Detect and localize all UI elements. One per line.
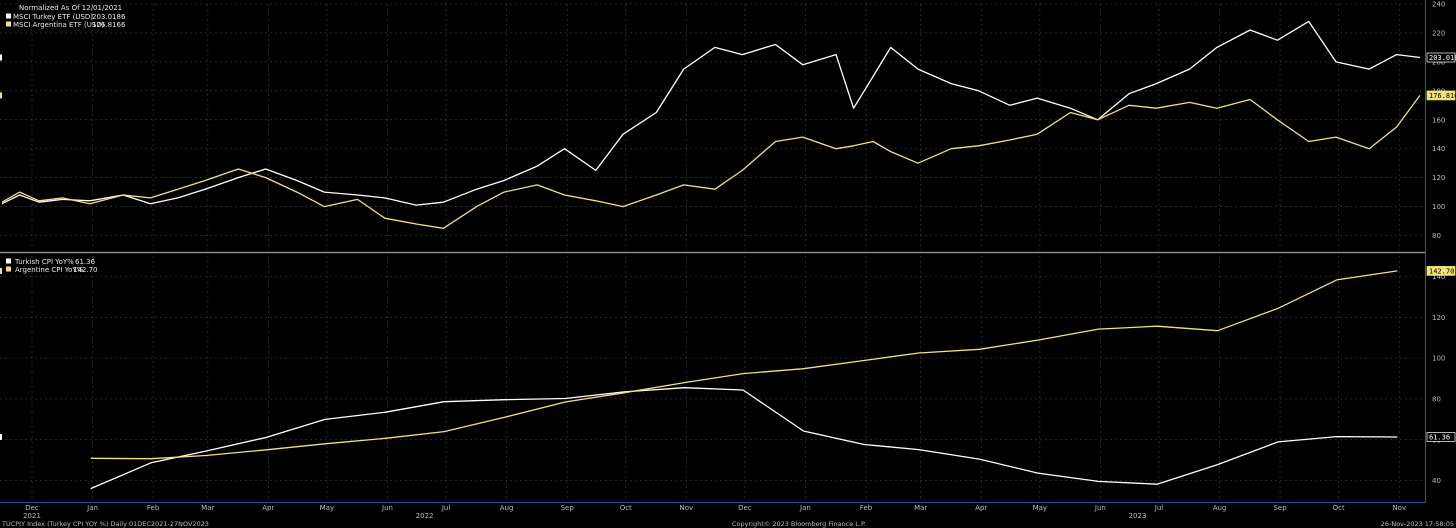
x-tick-label: May	[320, 504, 334, 512]
x-tick-label: Dec	[25, 504, 39, 512]
y-tick-label: 100	[1432, 203, 1445, 211]
y-tick-label: 40	[1432, 477, 1441, 485]
legend-swatch-argentina	[6, 21, 11, 27]
top-chart-title: Normalized As Of 12/01/2021	[19, 4, 122, 12]
x-tick-label: Oct	[620, 504, 632, 512]
y-tick-label: 80	[1432, 395, 1441, 403]
top-legend[interactable]: Normalized As Of 12/01/2021 MSCI Turkey …	[6, 4, 126, 29]
footer-security-info: TUCPIY Index (Turkey CPI YOY %) Daily 01…	[1, 520, 209, 528]
x-year-label: 2023	[1129, 512, 1147, 520]
x-tick-label: Oct	[1333, 504, 1345, 512]
x-tick-label: Jul	[1154, 504, 1164, 512]
bottom-legend[interactable]: Turkish CPI YoY% 61.36 Argentine CPI YoY…	[6, 258, 98, 274]
x-tick-label: Jan	[799, 504, 811, 512]
last-value-tag-turkish-cpi: 61.36	[1429, 433, 1450, 441]
legend-swatch-argentine-cpi	[6, 266, 11, 272]
footer-copyright: Copyright© 2023 Bloomberg Finance L.P.	[732, 520, 866, 528]
legend-label-turkey: MSCI Turkey ETF (USD)	[13, 13, 93, 21]
x-tick-label: Jan	[86, 504, 98, 512]
legend-label-turkish-cpi: Turkish CPI YoY%	[14, 258, 74, 266]
last-value-tag-argentine-cpi: 142.70	[1429, 267, 1454, 275]
x-tick-label: Nov	[1392, 504, 1406, 512]
legend-swatch-turkey	[6, 13, 11, 19]
y-tick-label: 220	[1432, 29, 1445, 37]
series-line-0[interactable]	[1, 20, 1421, 206]
x-tick-label: Jun	[1094, 504, 1106, 512]
last-value-tag-turkish-cpi-left-marker	[0, 433, 2, 440]
x-tick-label: Apr	[262, 504, 274, 512]
x-tick-label: May	[1033, 504, 1047, 512]
x-tick-label: Aug	[500, 504, 514, 512]
y-tick-label: 100	[1432, 355, 1445, 363]
x-tick-label: Sep	[1273, 504, 1287, 512]
top-y-axis: 80100120140160180200220240	[1432, 1, 1445, 241]
y-tick-label: 160	[1432, 116, 1445, 124]
last-value-tag-turkey-etf-box	[1426, 52, 1456, 63]
legend-label-argentina: MSCI Argentina ETF (USD)	[13, 21, 105, 29]
y-tick-label: 120	[1432, 314, 1445, 322]
y-tick-label: 200	[1432, 58, 1445, 66]
legend-swatch-turkish-cpi	[6, 258, 11, 264]
y-tick-label: 80	[1432, 232, 1441, 240]
y-tick-label: 120	[1432, 174, 1445, 182]
x-tick-label: Nov	[679, 504, 693, 512]
last-value-tag-turkish-cpi-box	[1426, 432, 1456, 442]
y-tick-label: 140	[1432, 145, 1445, 153]
x-tick-label: Mar	[201, 504, 214, 512]
last-value-tag-argentina-etf-box	[1426, 90, 1456, 101]
legend-label-argentine-cpi: Argentine CPI YoY%	[15, 266, 84, 274]
x-tick-label: Jul	[441, 504, 451, 512]
last-value-tag-argentine-cpi-box	[1426, 266, 1456, 276]
series-line-1[interactable]	[90, 270, 1398, 460]
last-value-tag-turkey-etf-left-marker	[0, 54, 2, 61]
last-value-tag-argentina-etf: 176.8166	[1429, 92, 1456, 100]
x-tick-label: Feb	[147, 504, 160, 512]
x-tick-label: Aug	[1213, 504, 1227, 512]
legend-value-turkish-cpi: 61.36	[75, 258, 96, 266]
bottom-panel-grid	[0, 256, 1425, 501]
legend-value-argentina: 176.8166	[92, 21, 126, 29]
x-tick-label: Sep	[561, 504, 575, 512]
footer-timestamp: 26-Nov-2023 17:58:05	[1381, 520, 1454, 528]
top-panel-lines	[1, 20, 1421, 229]
y-tick-label: 140	[1432, 273, 1445, 281]
x-tick-label: Jun	[381, 504, 393, 512]
last-value-tag-turkey-etf: 203.0186	[1429, 54, 1456, 62]
y-tick-label: 240	[1432, 1, 1445, 9]
x-tick-label: Apr	[975, 504, 987, 512]
last-value-tag-argentine-cpi-left-marker	[0, 267, 2, 274]
legend-value-argentine-cpi: 142.70	[73, 266, 98, 274]
x-tick-label: Feb	[860, 504, 873, 512]
top-panel-grid	[0, 3, 1425, 250]
x-year-label: 2022	[416, 512, 434, 520]
series-line-1[interactable]	[1, 95, 1421, 229]
x-axis: Dec Jan Feb Mar Apr May Jun Jul Aug Sep Oct Nov Dec J…	[23, 504, 1406, 520]
bottom-panel-lines	[90, 270, 1398, 490]
x-tick-label: Mar	[914, 504, 927, 512]
series-line-0[interactable]	[90, 387, 1398, 490]
last-value-tag-argentina-etf-left-marker	[0, 92, 2, 99]
legend-value-turkey: 203.0186	[92, 13, 126, 21]
x-tick-label: Dec	[738, 504, 752, 512]
x-year-label: 2021	[23, 512, 41, 520]
